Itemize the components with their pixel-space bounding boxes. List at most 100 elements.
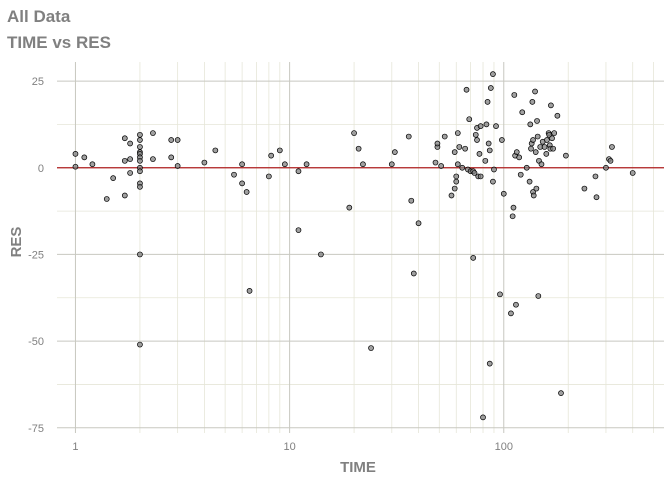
- data-point: [472, 131, 479, 138]
- data-point: [231, 171, 237, 178]
- x-axis-label: TIME: [340, 459, 376, 476]
- data-point: [281, 161, 288, 168]
- data-point: [415, 220, 422, 227]
- data-point: [538, 161, 545, 168]
- data-point: [544, 137, 550, 143]
- y-tick-label: -75: [28, 423, 44, 435]
- data-point: [509, 213, 516, 220]
- data-point: [490, 71, 496, 77]
- data-point: [391, 149, 398, 155]
- data-point: [453, 178, 460, 185]
- data-point: [432, 159, 439, 166]
- data-point: [629, 170, 636, 176]
- y-axis-tick-labels: 25 0 -25 -50 -75: [28, 76, 44, 435]
- data-point: [550, 145, 556, 152]
- data-point: [508, 310, 514, 317]
- data-point: [137, 144, 143, 150]
- data-point: [593, 194, 600, 201]
- data-point: [127, 156, 133, 162]
- data-point: [491, 166, 497, 173]
- data-point: [513, 301, 519, 308]
- data-point: [517, 171, 524, 178]
- data-point: [477, 123, 484, 129]
- data-point: [592, 173, 599, 180]
- data-point: [137, 251, 143, 258]
- data-point: [360, 161, 366, 168]
- chart-subtitle: TIME vs RES: [7, 33, 111, 52]
- data-point: [303, 161, 310, 168]
- data-point: [89, 161, 96, 168]
- y-tick-label: -50: [28, 336, 44, 348]
- data-point: [529, 99, 536, 105]
- data-point: [548, 102, 554, 109]
- data-point: [137, 157, 143, 164]
- data-point: [530, 192, 537, 199]
- data-point: [534, 133, 541, 140]
- data-point: [408, 197, 415, 204]
- data-point: [243, 189, 250, 195]
- data-point: [81, 154, 88, 161]
- data-point: [563, 152, 569, 159]
- data-point: [609, 144, 615, 150]
- data-point: [137, 168, 143, 175]
- data-point: [462, 145, 468, 152]
- data-point: [268, 152, 275, 159]
- data-point: [483, 121, 490, 128]
- data-point: [121, 157, 128, 164]
- data-point: [405, 133, 412, 140]
- data-point: [168, 154, 175, 161]
- data-point: [351, 130, 357, 136]
- data-point: [511, 92, 518, 98]
- data-point: [463, 86, 470, 93]
- data-point: [493, 123, 499, 129]
- data-point: [388, 161, 395, 168]
- y-tick-label: 0: [38, 163, 44, 175]
- data-point: [150, 156, 156, 162]
- data-point: [368, 345, 374, 351]
- data-point: [500, 190, 507, 197]
- data-point: [441, 133, 448, 140]
- data-point: [486, 360, 493, 367]
- data-point: [451, 149, 458, 155]
- data-point: [137, 183, 143, 190]
- data-point: [527, 121, 534, 128]
- data-point: [490, 178, 496, 185]
- data-point: [239, 161, 245, 168]
- data-point: [558, 390, 564, 396]
- data-point: [410, 270, 417, 277]
- data-point: [212, 147, 219, 154]
- data-point: [239, 180, 245, 187]
- data-point: [551, 130, 558, 136]
- data-point: [474, 137, 480, 143]
- data-point: [581, 185, 588, 192]
- data-point: [456, 144, 463, 150]
- data-point: [554, 112, 561, 119]
- data-point: [459, 164, 466, 171]
- data-point: [535, 293, 542, 299]
- data-point: [451, 185, 458, 192]
- x-tick-label: 1: [72, 441, 78, 453]
- data-point: [519, 109, 526, 116]
- data-point: [603, 164, 609, 171]
- data-point: [448, 192, 455, 199]
- y-tick-label: -25: [28, 249, 44, 261]
- data-point: [476, 151, 483, 157]
- data-point: [201, 159, 208, 166]
- data-point: [513, 149, 520, 155]
- data-point: [150, 130, 156, 136]
- data-point: [72, 163, 79, 170]
- major-gridlines: [57, 62, 664, 433]
- data-point: [174, 163, 181, 169]
- data-point: [477, 173, 484, 180]
- data-point: [103, 196, 110, 202]
- data-point: [454, 130, 461, 136]
- data-point: [526, 178, 533, 185]
- data-point: [510, 204, 517, 211]
- x-tick-label: 100: [495, 441, 513, 453]
- data-point: [434, 140, 441, 147]
- data-point: [543, 151, 550, 157]
- data-point: [482, 157, 489, 164]
- data-point: [453, 173, 460, 180]
- data-point: [523, 164, 530, 171]
